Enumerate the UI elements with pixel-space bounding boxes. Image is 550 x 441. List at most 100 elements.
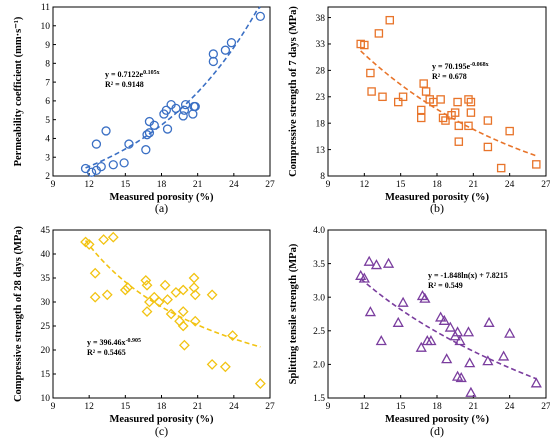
data-point-square [454,121,464,131]
y-tick-label: 3.5 [313,260,325,270]
x-tick-label: 18 [432,402,442,412]
data-point-triangle [382,257,395,268]
y-tick-label: 13 [316,146,326,156]
data-point-circle [178,111,188,121]
data-point-diamond [159,279,171,291]
y-tick-label: 2 [45,172,50,182]
data-point-diamond [188,272,200,284]
trend-line [360,278,537,380]
y-tick-label: 35 [41,274,51,284]
x-axis-title: Measured porosity (%) [385,414,490,425]
data-point-diamond [141,279,153,291]
y-tick-label: 30 [41,298,51,308]
equation-exponent: 0.105x [143,70,160,76]
data-point-triangle [397,296,409,307]
data-point-triangle [415,341,427,352]
equation-text: y = 0.7122e [105,70,144,79]
x-tick-label: 15 [121,180,131,190]
plot-frame [327,229,547,399]
data-point-diamond [140,274,152,286]
data-points [356,15,541,173]
data-points [355,255,542,397]
data-point-triangle [444,321,456,332]
x-tick-label: 9 [326,180,331,190]
data-point-triangle [438,314,450,325]
y-axis: 2 3 4 5 6 7 8 9 10 11 [41,3,56,182]
data-point-diamond [101,289,113,301]
y-tick-label: 45 [41,226,51,236]
y-tick-label: 2.5 [313,327,325,337]
data-point-diamond [254,378,266,390]
data-point-diamond [122,282,134,294]
y-tick-label: 10 [41,394,51,404]
x-tick-label: 18 [432,180,442,190]
data-point-square [483,142,493,152]
data-point-square [398,92,408,102]
r-squared-label: R² = 0.9148 [105,80,144,89]
y-axis: 1.5 2.0 2.5 3.0 3.5 4.0 [313,226,331,404]
r-squared-label: R² = 0.678 [432,72,467,81]
y-tick-label: 15 [41,370,51,380]
y-axis-title: Permeability coefficient (mm·s⁻¹) [13,16,24,166]
panel-label: (a) [155,201,168,215]
data-point-diamond [189,289,201,301]
equation-text: y = -1.848ln(x) + 7.8215 [428,271,508,280]
x-tick-label: 24 [229,402,239,412]
equation-exponent: -0.068x [470,62,489,68]
y-tick-label: 25 [41,322,51,332]
data-point-triangle [425,335,437,346]
data-point-square [464,95,473,104]
data-point-circle [141,145,151,155]
data-point-diamond [177,306,189,318]
data-point-circle [142,130,152,140]
y-tick-label: 6 [45,97,50,107]
data-points [80,11,266,177]
x-tick-label: 15 [396,402,406,412]
data-point-diamond [83,238,95,250]
plot-frame [52,6,271,177]
x-tick-label: 21 [193,180,203,190]
data-point-circle [208,49,218,59]
data-point-circle [220,45,231,55]
data-point-diamond [178,339,190,351]
data-point-circle [96,161,106,172]
x-tick-label: 9 [326,402,331,412]
data-point-diamond [227,330,239,342]
data-point-triangle [483,316,495,327]
x-tick-label: 18 [157,402,167,412]
y-tick-label: 10 [41,22,51,32]
data-point-square [374,29,384,38]
y-tick-label: 4 [45,135,50,145]
data-point-square [496,163,506,173]
data-point-square [450,108,460,117]
x-axis-title: Measured porosity (%) [385,192,490,203]
data-point-triangle [370,259,383,270]
chart-panel-3: 9 12 15 18 21 24 27 10 15 20 25 30 35 40 45 Measured po… [13,225,275,438]
x-axis-title: Measured porosity (%) [109,192,214,203]
data-point-square [417,113,426,123]
panel-label: (c) [155,424,168,438]
equation-exponent: -0.905 [126,338,142,344]
data-point-circle [180,99,191,110]
data-point-circle [226,38,237,48]
data-point-circle [255,11,266,22]
data-point-diamond [98,234,110,246]
x-tick-label: 9 [51,180,56,190]
data-point-triangle [464,357,476,368]
data-point-circle [86,167,97,177]
equation-text: y = 70.195e [432,62,471,71]
chart-panel-4: 9 12 15 18 21 24 27 1.5 2.0 2.5 3.0 3.5 4.0 Measured … [288,226,550,438]
data-point-square [385,15,395,25]
data-point-square [532,160,541,169]
y-tick-label: 33 [316,40,326,50]
data-point-circle [108,160,118,170]
data-point-triangle [363,255,375,266]
y-tick-label: 4.0 [313,226,325,236]
y-tick-label: 7 [45,78,50,88]
data-point-diamond [206,289,218,301]
data-point-square [417,105,426,115]
x-tick-label: 12 [84,180,94,190]
data-point-diamond [165,308,177,320]
x-tick-label: 15 [396,180,406,190]
data-point-diamond [177,320,189,332]
